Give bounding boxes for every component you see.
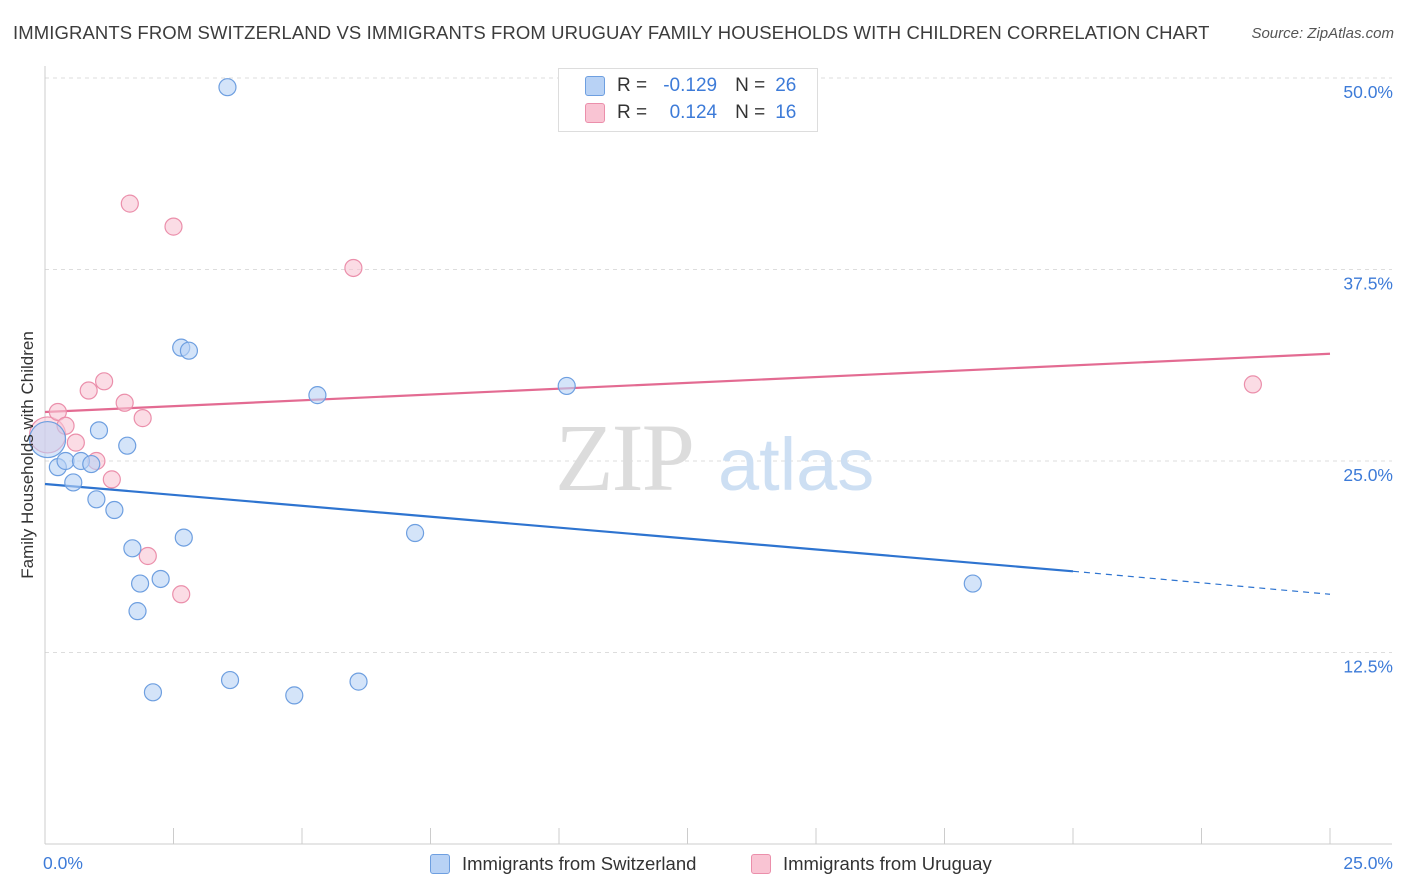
r-value: -0.129 <box>663 75 718 96</box>
y-tick-label: 25.0% <box>1343 465 1393 485</box>
legend-item-uruguay: Immigrants from Uruguay <box>751 851 992 877</box>
switzerland-trend-line <box>44 482 1074 573</box>
uruguay-point <box>138 546 157 566</box>
uruguay-swatch-icon <box>751 854 771 874</box>
n-value: 16 <box>775 102 797 123</box>
switzerland-point <box>308 386 327 405</box>
switzerland-point <box>963 574 982 593</box>
switzerland-point <box>349 672 368 691</box>
switzerland-point <box>151 569 170 589</box>
uruguay-point <box>133 409 152 428</box>
watermark-atlas: atlas <box>718 423 874 506</box>
x-tick-label: 0.0% <box>43 853 83 873</box>
switzerland-point <box>118 436 137 455</box>
switzerland-point <box>220 670 240 690</box>
switzerland-swatch-icon <box>585 76 605 96</box>
switzerland-point <box>557 376 576 396</box>
uruguay-point <box>102 470 121 489</box>
switzerland-point <box>130 574 150 593</box>
switzerland-point <box>123 539 142 558</box>
switzerland-point <box>89 421 109 440</box>
uruguay-point <box>79 381 98 400</box>
legend-item-switzerland: Immigrants from Switzerland <box>430 851 696 877</box>
switzerland-point <box>56 451 75 471</box>
switzerland-point <box>82 454 101 474</box>
switzerland-point <box>179 341 199 360</box>
stats-legend: R = -0.129 N = 26 R = 0.124 N = 16 <box>558 68 818 132</box>
y-tick-label: 37.5% <box>1343 274 1393 294</box>
uruguay-point <box>1243 375 1263 394</box>
switzerland-point <box>105 500 124 520</box>
uruguay-swatch-icon <box>585 103 605 123</box>
y-tick-label: 50.0% <box>1343 82 1393 102</box>
switzerland-trend-extension <box>1072 570 1331 595</box>
watermark-zip: ZIP <box>555 404 693 511</box>
switzerland-point <box>174 528 193 547</box>
source-label: Source: ZipAtlas.com <box>1251 25 1394 42</box>
uruguay-point <box>115 393 134 412</box>
switzerland-point <box>143 683 163 702</box>
uruguay-point <box>48 402 67 422</box>
r-label: R = <box>617 75 648 96</box>
uruguay-point <box>95 372 114 391</box>
switzerland-point <box>64 473 83 492</box>
uruguay-point <box>66 433 85 452</box>
n-label: N = <box>735 102 766 123</box>
chart-title: IMMIGRANTS FROM SWITZERLAND VS IMMIGRANT… <box>13 22 1210 43</box>
uruguay-point <box>164 217 183 236</box>
x-tick-label: 25.0% <box>1343 853 1393 873</box>
n-value: 26 <box>775 75 797 96</box>
uruguay-point <box>344 258 363 278</box>
y-tick-label: 12.5% <box>1343 657 1393 677</box>
uruguay-trend-line <box>44 352 1331 414</box>
switzerland-point <box>28 420 67 459</box>
legend-row-switzerland: R = -0.129 N = 26 <box>585 73 796 99</box>
y-axis-label: Family Households with Children <box>18 331 37 579</box>
r-label: R = <box>617 102 648 123</box>
switzerland-swatch-icon <box>430 854 450 874</box>
switzerland-point <box>87 490 106 509</box>
switzerland-point <box>218 78 237 97</box>
switzerland-point <box>285 686 304 705</box>
switzerland-point <box>405 523 425 543</box>
uruguay-point <box>120 194 139 213</box>
legend-label-switzerland: Immigrants from Switzerland <box>462 853 697 874</box>
legend-row-uruguay: R = 0.124 N = 16 <box>585 100 796 126</box>
legend-label-uruguay: Immigrants from Uruguay <box>783 853 992 874</box>
n-label: N = <box>735 75 766 96</box>
uruguay-point <box>172 585 191 604</box>
switzerland-point <box>128 602 147 621</box>
r-value: 0.124 <box>669 102 718 123</box>
